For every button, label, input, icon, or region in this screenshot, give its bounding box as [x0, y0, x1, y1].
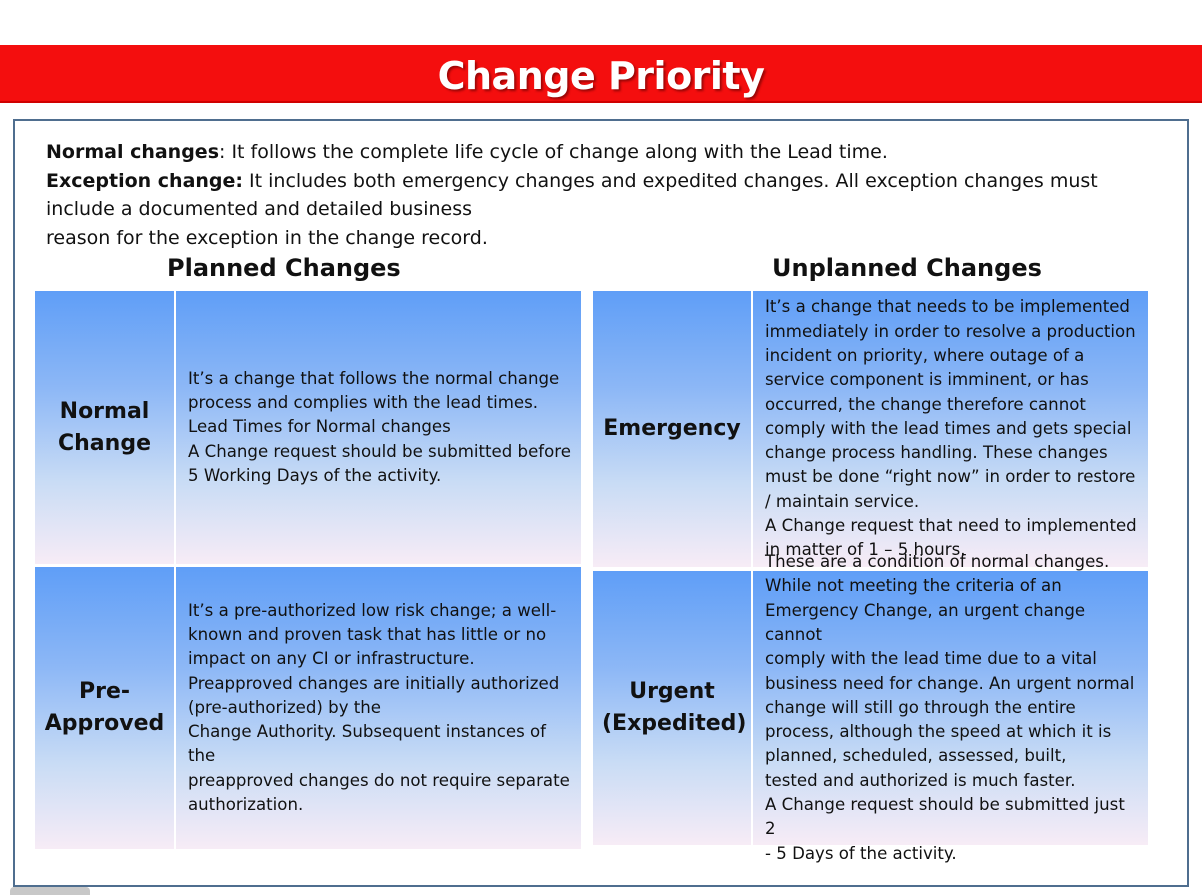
- urgent-description: These are a condition of normal changes.…: [765, 552, 1135, 863]
- pre-approved-description: It’s a pre-authorized low risk change; a…: [188, 600, 570, 815]
- slide-tab: [10, 887, 90, 895]
- title-bar: Change Priority: [0, 45, 1202, 103]
- exception-change-line-2: reason for the exception in the change r…: [46, 226, 488, 249]
- normal-changes-line: Normal changes: It follows the complete …: [46, 138, 1166, 167]
- emergency-label-cell: Emergency: [593, 291, 751, 567]
- normal-changes-term: Normal changes: [46, 141, 220, 163]
- intro-text: Normal changes: It follows the complete …: [46, 138, 1166, 252]
- emergency-label: Emergency: [603, 416, 741, 441]
- emergency-description: It’s a change that needs to be implement…: [765, 297, 1137, 560]
- pre-approved-label: Pre-Approved: [44, 679, 165, 736]
- exception-change-term: Exception change:: [46, 169, 243, 192]
- pre-approved-label-cell: Pre-Approved: [35, 567, 174, 849]
- pre-approved-description-cell: It’s a pre-authorized low risk change; a…: [176, 567, 581, 849]
- normal-change-description-cell: It’s a change that follows the normal ch…: [176, 291, 581, 564]
- urgent-description-cell: These are a condition of normal changes.…: [753, 552, 1148, 863]
- page-title: Change Priority: [437, 54, 765, 98]
- normal-change-description: It’s a change that follows the normal ch…: [188, 368, 571, 485]
- normal-changes-text: : It follows the complete life cycle of …: [219, 141, 888, 163]
- unplanned-changes-heading: Unplanned Changes: [772, 254, 1042, 282]
- urgent-label-cell: Urgent (Expedited): [593, 571, 751, 845]
- normal-change-label: Normal Change: [58, 398, 151, 456]
- emergency-description-cell: It’s a change that needs to be implement…: [753, 291, 1148, 567]
- exception-change-text: It includes both emergency changes and e…: [46, 169, 1098, 221]
- planned-changes-heading: Planned Changes: [167, 254, 401, 282]
- exception-change-line: Exception change: It includes both emerg…: [46, 167, 1166, 224]
- normal-change-label-cell: Normal Change: [35, 291, 174, 564]
- urgent-label: Urgent (Expedited): [602, 679, 747, 736]
